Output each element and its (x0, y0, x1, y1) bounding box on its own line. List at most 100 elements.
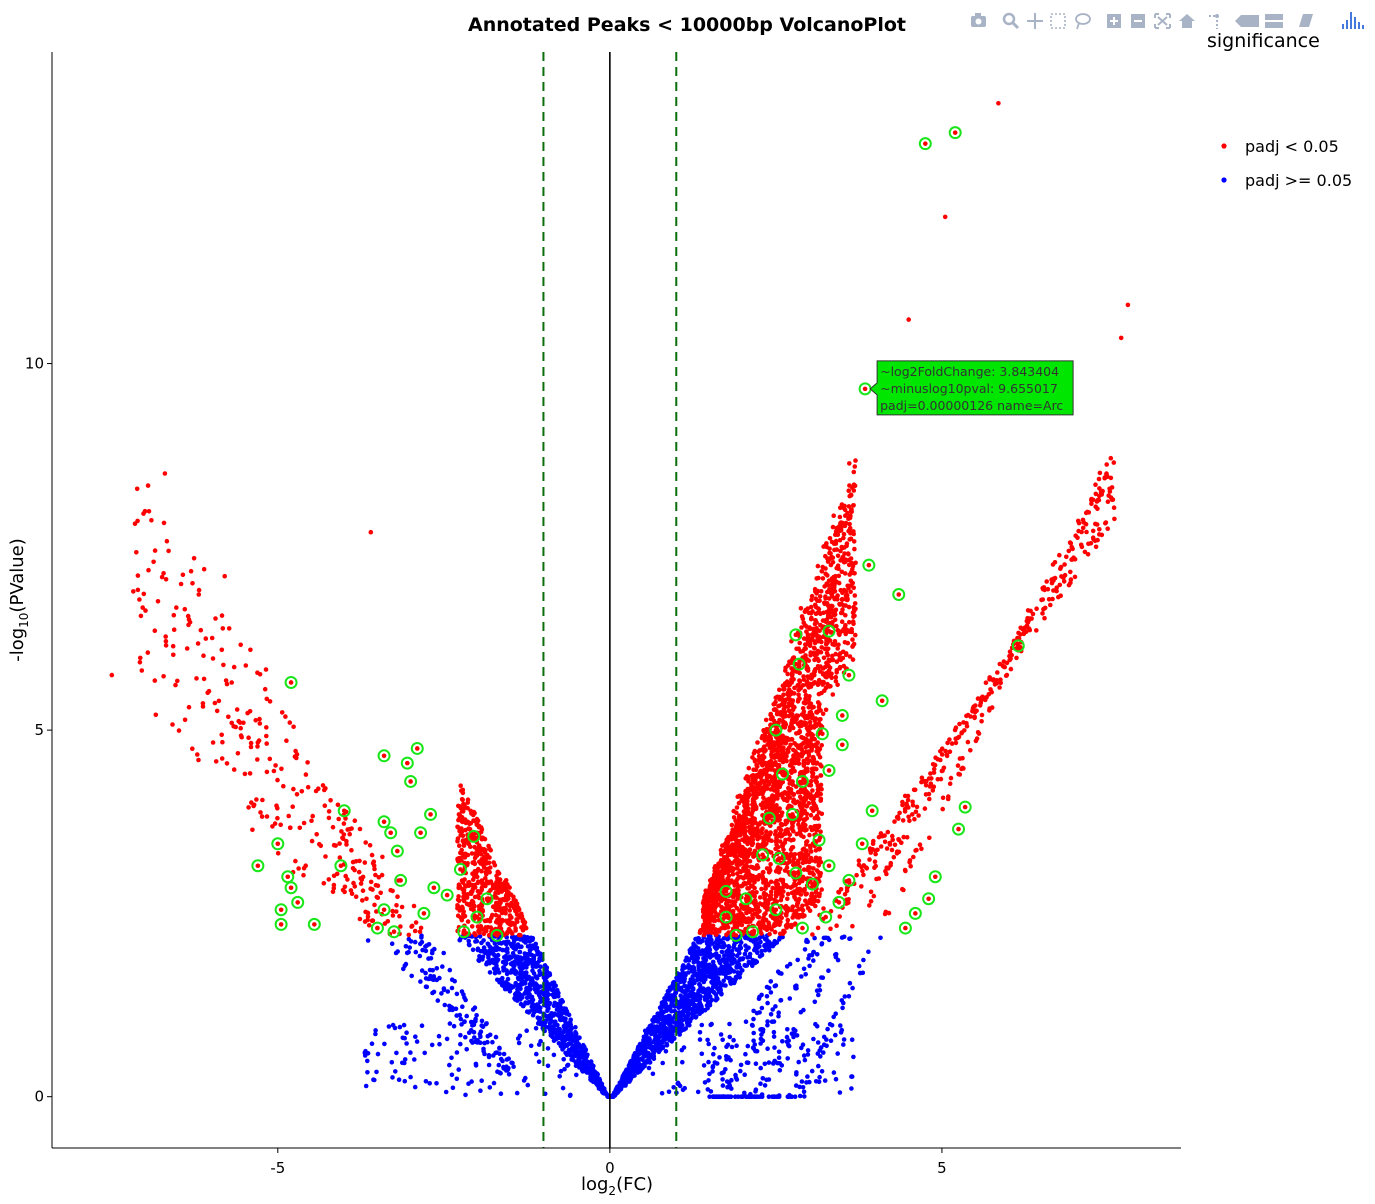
data-point (725, 964, 731, 969)
data-point (808, 824, 813, 830)
data-point (496, 871, 502, 876)
data-point (806, 864, 811, 870)
data-point (696, 936, 701, 941)
data-point (710, 1064, 716, 1069)
data-point (726, 944, 731, 949)
data-point (562, 1066, 567, 1072)
data-point (695, 997, 700, 1002)
data-point (779, 833, 785, 839)
data-point (820, 576, 826, 581)
data-point (801, 761, 806, 767)
data-point (801, 834, 806, 840)
data-point (458, 1032, 463, 1038)
data-point (776, 1013, 781, 1019)
data-point (650, 1017, 655, 1023)
data-point (517, 949, 522, 955)
data-point (798, 892, 804, 897)
data-point (655, 1024, 660, 1030)
data-point (404, 1030, 409, 1035)
data-point (572, 1049, 578, 1055)
data-point (527, 994, 533, 999)
data-point (736, 800, 742, 806)
data-point (720, 1077, 725, 1082)
data-point (454, 991, 460, 997)
data-point (500, 887, 506, 893)
data-point (509, 915, 514, 920)
data-point (759, 886, 764, 892)
data-point (805, 1074, 810, 1079)
data-point (757, 872, 762, 878)
data-point (778, 877, 783, 883)
data-point (852, 464, 858, 469)
data-point (537, 1016, 543, 1021)
data-point (719, 949, 725, 955)
data-point (396, 1077, 402, 1082)
data-point (467, 821, 472, 827)
data-point (816, 752, 821, 757)
data-point (841, 1037, 847, 1042)
data-point (725, 936, 730, 942)
data-point (806, 658, 812, 663)
data-point (786, 804, 791, 809)
data-point (754, 1010, 760, 1016)
data-point (499, 982, 505, 988)
data-point (560, 1085, 566, 1091)
data-point (536, 1042, 542, 1047)
data-point (772, 897, 777, 903)
data-point (513, 968, 518, 974)
data-point (596, 1077, 602, 1082)
data-point (786, 907, 791, 913)
data-point (365, 1070, 370, 1075)
data-point (779, 915, 784, 921)
data-point (697, 981, 702, 987)
data-point (522, 981, 528, 986)
data-point (532, 987, 538, 992)
data-point (403, 944, 409, 949)
data-point (487, 1032, 493, 1038)
data-point (822, 1078, 828, 1083)
data-point (661, 1018, 667, 1024)
data-point (526, 999, 531, 1005)
data-point (730, 880, 736, 885)
data-point (711, 1051, 716, 1057)
data-point (484, 879, 490, 884)
data-point (751, 1030, 756, 1036)
data-point (690, 1012, 696, 1018)
data-point (682, 1085, 687, 1091)
data-point (813, 793, 818, 799)
data-point (724, 1044, 729, 1049)
data-point (469, 924, 475, 929)
data-point (781, 687, 786, 692)
data-point (752, 960, 758, 966)
data-point (810, 774, 815, 780)
data-point (576, 1042, 582, 1047)
data-point (484, 1021, 489, 1026)
data-point (830, 524, 836, 530)
data-point (463, 1034, 468, 1040)
data-point (801, 1053, 807, 1058)
data-point (495, 952, 501, 958)
data-point (486, 1053, 492, 1058)
data-point (856, 963, 862, 969)
data-point (762, 912, 767, 917)
data-point (494, 963, 499, 969)
data-point (430, 948, 435, 953)
data-point (365, 938, 371, 943)
data-point (404, 1041, 409, 1046)
data-point (592, 1077, 598, 1082)
data-point (486, 932, 492, 938)
data-point (726, 906, 732, 912)
data-point (419, 935, 424, 940)
data-point (536, 958, 542, 964)
data-point (665, 993, 671, 998)
data-point (717, 1055, 722, 1060)
data-point (447, 967, 453, 973)
data-point (442, 1002, 448, 1008)
data-point (785, 896, 790, 902)
data-point (544, 975, 549, 980)
data-point (825, 1026, 830, 1032)
data-point (688, 949, 693, 955)
data-point (561, 1029, 566, 1035)
data-point (706, 1078, 711, 1083)
